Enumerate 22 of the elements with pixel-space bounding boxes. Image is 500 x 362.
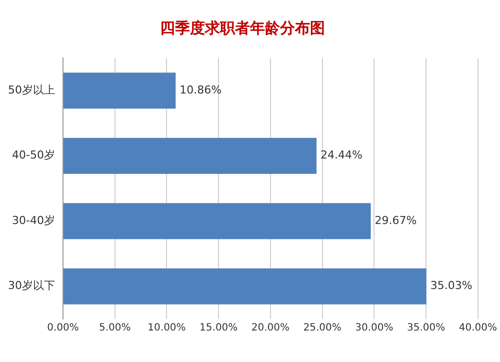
y-tick-label: 30-40岁 [12, 214, 55, 227]
data-label: 10.86% [180, 83, 222, 96]
x-tick-label: 10.00% [148, 322, 186, 334]
x-tick-label: 20.00% [251, 322, 290, 334]
chart-title: 四季度求职者年龄分布图 [160, 18, 325, 37]
x-tick-label: 40.00% [458, 322, 498, 334]
y-tick-label: 30岁以下 [8, 279, 55, 292]
data-label: 24.44% [320, 148, 362, 162]
bar [63, 72, 176, 109]
bar [63, 268, 426, 304]
data-label: 35.03% [430, 279, 472, 292]
y-tick-label: 50岁以上 [8, 83, 55, 96]
x-tick-label: 5.00% [98, 322, 131, 334]
x-tick-label: 35.00% [406, 322, 446, 334]
data-label: 29.67% [374, 214, 417, 227]
x-tick-label: 30.00% [355, 322, 394, 334]
bar [63, 203, 371, 240]
y-tick-label: 40-50岁 [12, 148, 55, 162]
x-tick-label: 25.00% [303, 322, 342, 334]
x-tick-label: 15.00% [200, 322, 238, 334]
x-tick-label: 0.00% [47, 322, 79, 334]
bar [63, 138, 317, 174]
